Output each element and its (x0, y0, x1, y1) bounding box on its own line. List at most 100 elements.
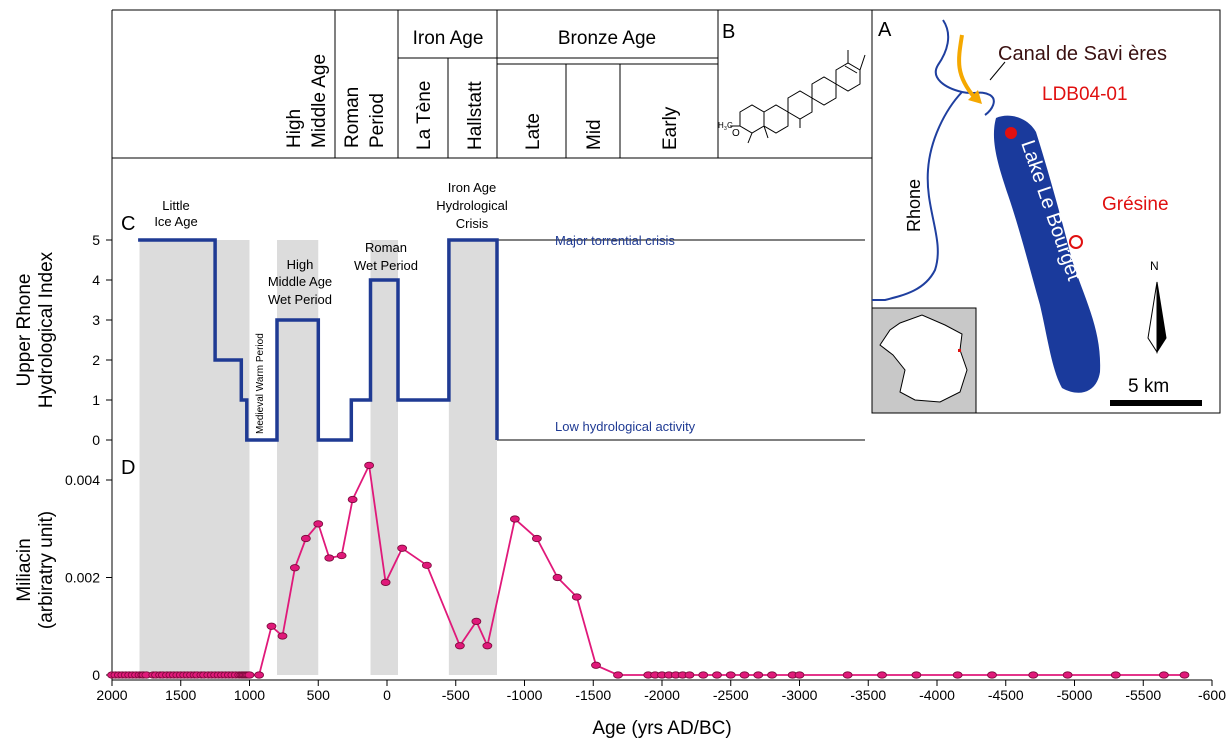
miliacin-point-90 (1158, 671, 1169, 679)
miliacin-point-44 (244, 671, 255, 679)
c-ytick-label-4: 4 (92, 272, 100, 288)
panel-label-a: A (878, 19, 892, 41)
x-tick-label-7: -1500 (575, 687, 611, 703)
svg-text:Wet Period: Wet Period (354, 258, 418, 273)
miliacin-point-56 (397, 544, 408, 552)
core-site-marker (1005, 127, 1017, 139)
panel-c-y-ticks: 0 1 2 3 4 5 (92, 232, 112, 448)
miliacin-point-54 (364, 461, 375, 469)
period-mid-label: Mid (584, 119, 605, 150)
north-arrow-icon (1147, 281, 1167, 354)
svg-text:Ice Age: Ice Age (154, 214, 197, 229)
x-tick-label-14: -5000 (1057, 687, 1093, 703)
x-tick-label-0: 2000 (96, 687, 127, 703)
miliacin-point-84 (911, 671, 922, 679)
c-ytick-label-5: 5 (92, 232, 100, 248)
miliacin-point-46 (266, 622, 277, 630)
period-middle-age-label: Middle Age (309, 54, 330, 148)
miliacin-line (112, 462, 1185, 676)
major-crisis-label: Major torrential crisis (555, 233, 675, 248)
miliacin-point-50 (313, 520, 324, 528)
svg-text:High: High (287, 257, 314, 272)
north-label: N (1150, 259, 1159, 273)
miliacin-point-49 (300, 534, 311, 543)
miliacin-point-66 (613, 671, 623, 679)
svg-text:Hydrological: Hydrological (436, 198, 508, 213)
svg-text:Crisis: Crisis (456, 216, 489, 231)
chronology-table (111, 9, 872, 159)
x-tick-label-10: -3000 (782, 687, 818, 703)
x-tick-label-1: 1500 (165, 687, 196, 703)
miliacin-point-62 (531, 534, 542, 543)
panel-label-c: C (121, 213, 135, 235)
hydrological-index-series (138, 238, 499, 442)
canal-label: Canal de Savi ères (998, 43, 1167, 65)
period-annotations: Little Ice Age High Middle Age Wet Perio… (154, 180, 508, 434)
svg-text:C: C (727, 121, 733, 130)
miliacin-point-61 (509, 515, 520, 523)
miliacin-point-86 (987, 671, 997, 679)
miliacin-point-85 (952, 671, 963, 679)
c-ytick-label-2: 2 (92, 352, 100, 368)
methoxy-label: H 3 C O (718, 121, 740, 139)
x-tick-label-15: -5500 (1125, 687, 1161, 703)
canal-arrow (957, 34, 977, 100)
miliacin-point-77 (739, 671, 750, 679)
miliacin-point-73 (684, 671, 695, 679)
miliacin-point-81 (794, 671, 805, 679)
svg-text:Medieval Warm Period: Medieval Warm Period (255, 333, 266, 434)
svg-text:Little: Little (162, 198, 189, 213)
x-axis-title: Age (yrs AD/BC) (592, 718, 731, 739)
miliacin-point-74 (698, 671, 709, 679)
miliacin-point-76 (725, 671, 736, 679)
miliacin-point-87 (1028, 671, 1039, 679)
svg-text:Wet Period: Wet Period (268, 292, 332, 307)
x-tick-label-8: -2000 (644, 687, 680, 703)
x-axis-ticks: 2000 1500 1000 500 0 -500 -1000 -1500 -2000 -2500… (96, 680, 1226, 703)
miliacin-point-52 (336, 551, 347, 560)
period-late-label: Late (523, 113, 544, 150)
miliacin-series (107, 461, 1190, 679)
x-tick-label-3: 500 (307, 687, 331, 703)
period-labels: High Middle Age Roman Period Iron Age Br… (284, 28, 681, 150)
miliacin-point-53 (347, 495, 358, 504)
x-tick-label-6: -1000 (507, 687, 543, 703)
miliacin-point-63 (552, 573, 563, 582)
miliacin-structure (730, 50, 866, 144)
panel-label-d: D (121, 457, 135, 479)
panel-d-ylabel-2: (arbiratry unit) (36, 511, 57, 629)
period-iron-age-label: Iron Age (413, 28, 484, 49)
miliacin-point-79 (767, 671, 777, 679)
miliacin-point-45 (254, 671, 265, 679)
shaded-band-0 (139, 240, 250, 675)
miliacin-point-58 (454, 642, 465, 650)
shaded-periods (139, 240, 497, 675)
d-ytick-label-0: 0 (92, 667, 100, 683)
x-tick-label-16: -600 (1198, 687, 1226, 703)
x-tick-label-12: -4000 (919, 687, 955, 703)
x-tick-label-11: -3500 (850, 687, 886, 703)
scale-label: 5 km (1128, 376, 1169, 397)
gresine-marker (1069, 235, 1083, 249)
x-tick-label-2: 1000 (234, 687, 265, 703)
shaded-band-2 (370, 240, 398, 675)
miliacin-point-59 (471, 617, 482, 625)
panel-d-ylabel-1: Miliacin (14, 538, 35, 601)
miliacin-point-88 (1062, 671, 1073, 679)
period-hallstatt-label: Hallstatt (465, 81, 486, 150)
c-ytick-label-1: 1 (92, 392, 100, 408)
miliacin-point-55 (380, 578, 391, 586)
miliacin-point-65 (591, 661, 601, 669)
panel-c-ylabel-1: Upper Rhone (14, 273, 35, 386)
miliacin-point-75 (712, 671, 722, 679)
miliacin-point-91 (1179, 671, 1190, 679)
svg-text:3: 3 (724, 126, 727, 132)
miliacin-point-78 (753, 671, 764, 679)
d-ytick-label-1: 0.002 (65, 570, 100, 586)
c-ytick-label-0: 0 (92, 432, 100, 448)
panel-label-b: B (722, 21, 735, 43)
france-inset (871, 307, 977, 414)
miliacin-point-48 (289, 564, 300, 572)
shaded-band-3 (448, 240, 497, 675)
